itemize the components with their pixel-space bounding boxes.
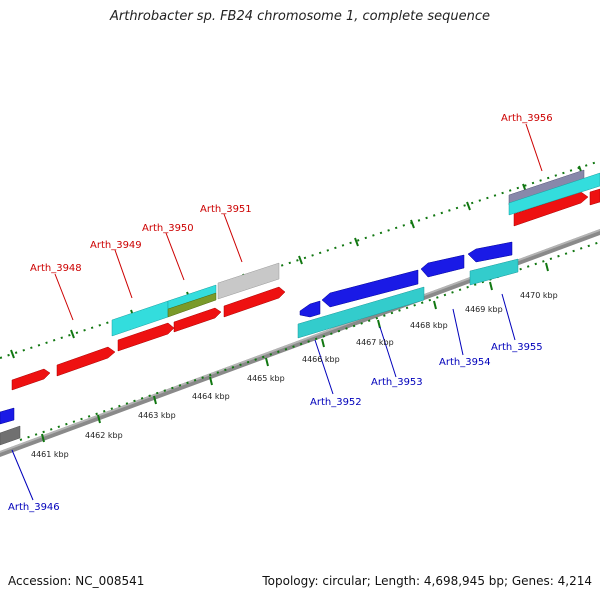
gene-arrow-reverse (467, 241, 513, 263)
reverse-gene-labels: Arth_3946 Arth_3952 Arth_3953 Arth_3954 … (8, 342, 543, 513)
gene-arrow-reverse (299, 300, 321, 318)
reverse-leader-lines (11, 293, 516, 501)
forward-genes (11, 188, 600, 391)
accession-text: Accession: NC_008541 (8, 574, 145, 588)
gene-label: Arth_3950 (142, 223, 194, 234)
tick-label: 4464 kbp (192, 392, 230, 401)
cyan-feature (508, 172, 600, 216)
gene-arrow-forward (117, 322, 175, 352)
gene-arrow-forward (223, 286, 286, 318)
tick-label: 4465 kbp (247, 374, 285, 383)
reverse-genes (0, 241, 513, 425)
gene-label: Arth_3948 (30, 263, 82, 274)
gene-arrow-forward (11, 368, 51, 391)
tick-label: 4469 kbp (465, 305, 503, 314)
cyan-feature (469, 258, 519, 286)
olive-feature (167, 292, 217, 318)
grey-feature (217, 262, 280, 300)
gene-arrow-reverse (321, 269, 419, 308)
gene-arrow-reverse (420, 254, 465, 278)
tick-label: 4463 kbp (138, 411, 176, 420)
gene-label: Arth_3955 (491, 342, 543, 353)
tick-label: 4462 kbp (85, 431, 123, 440)
tick-label: 4466 kbp (302, 355, 340, 364)
tick-label: 4470 kbp (520, 291, 558, 300)
forward-tick-marks (10, 165, 583, 359)
genome-summary-text: Topology: circular; Length: 4,698,945 bp… (262, 574, 592, 588)
cyan-feature (297, 286, 425, 339)
tick-label: 4461 kbp (31, 450, 69, 459)
gene-label: Arth_3951 (200, 204, 252, 215)
reverse-features (0, 258, 519, 446)
gene-label: Arth_3952 (310, 397, 362, 408)
grey-feature (0, 425, 21, 446)
forward-gene-labels: Arth_3948 Arth_3949 Arth_3950 Arth_3951 … (30, 113, 553, 274)
gene-label: Arth_3954 (439, 357, 491, 368)
forward-leader-lines (54, 123, 543, 321)
gene-arrow-forward (56, 346, 116, 377)
gene-label: Arth_3949 (90, 240, 142, 251)
backbone (0, 229, 600, 457)
map-title: Arthrobacter sp. FB24 chromosome 1, comp… (109, 9, 491, 24)
gene-arrow-reverse (0, 407, 15, 425)
tick-label: 4467 kbp (356, 338, 394, 347)
tick-label: 4468 kbp (410, 321, 448, 330)
gene-label: Arth_3956 (501, 113, 553, 124)
gene-arrow-forward (173, 307, 222, 333)
forward-dotted-track (0, 160, 600, 359)
gene-label: Arth_3953 (371, 377, 423, 388)
forward-features (111, 169, 600, 337)
gene-arrow-forward (589, 188, 600, 206)
gene-label: Arth_3946 (8, 502, 60, 513)
tick-labels: 4461 kbp 4462 kbp 4463 kbp 4464 kbp 4465… (31, 291, 558, 459)
reverse-tick-marks (41, 262, 549, 443)
